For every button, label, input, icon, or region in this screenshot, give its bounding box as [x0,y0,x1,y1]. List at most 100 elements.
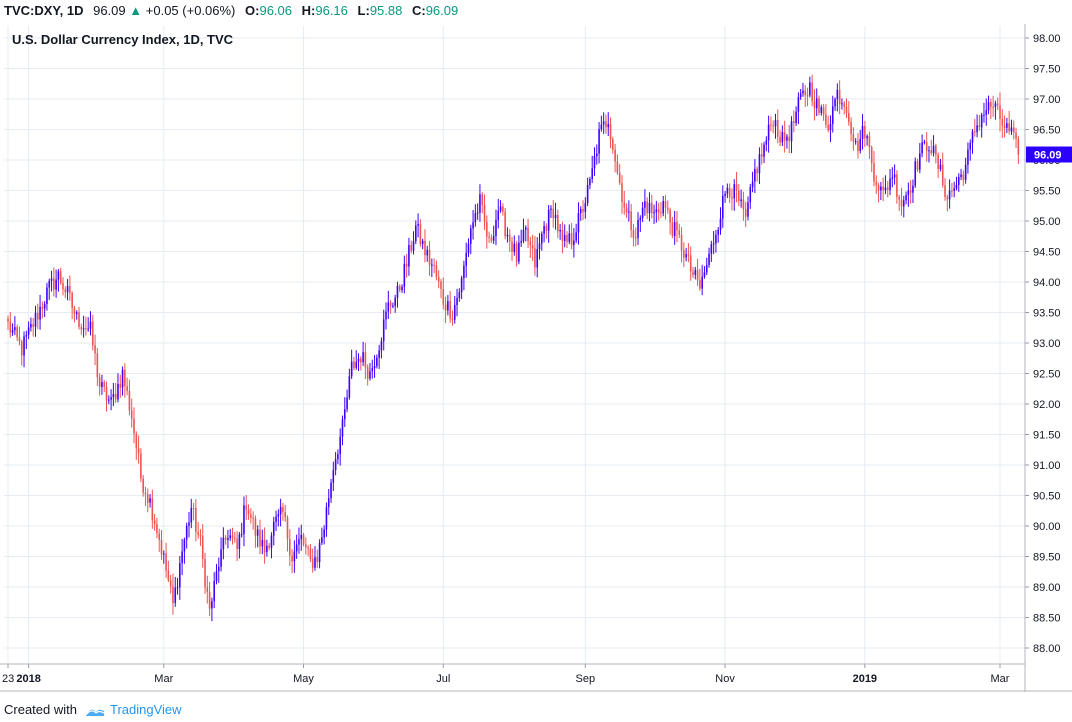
candle-up [318,542,321,563]
candle-down [206,587,209,592]
candle-down [78,312,80,328]
candle-up [861,125,864,139]
candle-down [621,182,623,203]
candle-down [130,410,133,419]
candle-up [767,124,770,141]
tradingview-link[interactable]: TradingView [110,702,182,717]
candle-down [744,209,747,217]
candle-down [612,139,614,150]
candle-down [676,222,678,231]
candle-down [683,250,685,258]
candle-down [91,321,94,346]
candle-down [925,141,928,151]
candle-down [742,199,745,210]
candle-up [513,243,516,252]
candle-up [987,102,990,111]
candle-down [16,327,18,338]
candle-down [623,202,626,208]
candle-up [261,539,264,547]
candle-up [914,161,917,186]
candle-down [557,214,559,232]
candle-up [893,174,896,178]
candle-up [458,292,461,298]
candle-down [618,172,621,183]
candle-down [886,187,889,190]
candle-up [694,269,697,275]
candle-up [637,220,639,239]
candle-down [873,163,875,182]
candle-down [435,265,438,277]
y-tick-label: 93.50 [1033,308,1061,320]
candle-up [222,537,225,550]
candle-down [776,120,779,137]
y-tick-label: 92.00 [1033,399,1061,411]
candle-up [912,185,914,193]
candle-up [392,305,394,307]
high-value: 96.16 [315,3,348,18]
candle-up [749,187,752,203]
chart-area[interactable]: 98.0097.5097.0096.5096.0095.5095.0094.50… [0,24,1072,692]
close-value: 96.09 [425,3,459,18]
candle-down [309,548,312,560]
candle-up [401,286,403,291]
candle-up [266,545,268,553]
candle-up [708,253,710,266]
candle-down [195,507,197,532]
candle-down [449,301,451,319]
candle-up [1010,127,1013,132]
candle-up [412,241,415,251]
candle-down [811,82,813,102]
candlestick-chart[interactable]: 98.0097.5097.0096.5096.0095.5095.0094.50… [0,24,1072,692]
candle-up [701,276,703,289]
candle-up [108,399,110,401]
candle-up [343,409,346,420]
candle-down [451,318,454,320]
low-label: L: [357,3,370,18]
candle-down [311,559,314,568]
candle-up [229,535,232,539]
candle-up [350,361,353,377]
candle-down [1017,138,1020,155]
x-tick-label: Nov [715,673,735,685]
y-tick-label: 98.00 [1033,33,1061,45]
candle-down [857,141,859,151]
candle-down [135,433,138,449]
candle-up [939,164,942,169]
candle-down [208,591,211,609]
candle-up [923,141,926,143]
candle-down [756,168,758,174]
candle-down [650,202,653,214]
candle-up [213,581,215,602]
candle-up [538,243,541,250]
candle-down [657,209,660,213]
candle-up [270,535,273,548]
candle-up [57,271,60,280]
candle-down [1008,123,1010,132]
candle-down [669,209,671,223]
candle-up [460,278,463,293]
candle-up [712,243,715,245]
x-tick-label: Sep [576,673,596,685]
candle-down [231,535,234,538]
candle-down [680,234,683,251]
candle-down [529,241,532,246]
candle-down [114,393,117,400]
candle-up [983,114,985,116]
candle-down [1015,132,1017,139]
candle-down [62,283,64,290]
candle-down [18,337,21,342]
candle-up [357,358,360,362]
candle-down [32,324,35,327]
candle-up [279,507,282,515]
candle-down [531,245,534,249]
candle-down [534,248,536,268]
candle-up [662,200,665,214]
candle-up [591,168,594,180]
candle-down [156,524,158,534]
candle-down [793,121,795,124]
candle-up [955,184,958,189]
candle-up [337,454,339,460]
candle-down [94,345,96,354]
candle-down [254,518,257,536]
candle-up [520,241,522,243]
